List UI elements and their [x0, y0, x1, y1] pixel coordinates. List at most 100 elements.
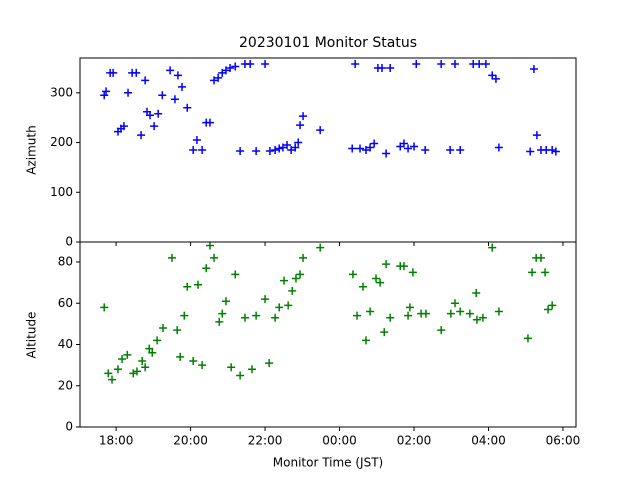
- marker: [291, 274, 300, 283]
- marker: [529, 64, 538, 73]
- marker: [265, 146, 274, 155]
- marker: [275, 144, 284, 153]
- marker: [366, 307, 375, 316]
- marker: [296, 270, 305, 279]
- marker: [210, 253, 219, 262]
- marker: [475, 59, 484, 68]
- marker: [294, 138, 303, 147]
- marker: [446, 146, 455, 154]
- x-tick-label: 18:00: [99, 434, 134, 448]
- marker: [176, 352, 185, 361]
- marker: [132, 68, 141, 77]
- marker: [380, 328, 389, 337]
- marker: [377, 63, 386, 72]
- x-tick-label: 04:00: [471, 434, 506, 448]
- marker: [408, 268, 417, 277]
- marker: [526, 147, 535, 156]
- marker: [494, 143, 503, 152]
- marker: [109, 68, 118, 77]
- marker: [252, 146, 261, 155]
- marker: [141, 76, 150, 85]
- marker: [246, 59, 255, 68]
- marker: [138, 357, 147, 366]
- y-tick-label: 100: [50, 185, 73, 199]
- chart-title: 20230101 Monitor Status: [239, 35, 417, 51]
- marker: [472, 315, 481, 324]
- marker: [528, 268, 537, 277]
- marker: [119, 122, 128, 131]
- marker: [198, 361, 207, 370]
- marker: [218, 309, 227, 318]
- marker: [231, 270, 240, 279]
- marker: [180, 311, 189, 320]
- marker: [275, 303, 284, 312]
- marker: [541, 268, 550, 277]
- x-tick-label: 02:00: [397, 434, 432, 448]
- marker: [523, 334, 532, 343]
- marker: [316, 126, 325, 135]
- marker: [210, 76, 219, 85]
- marker: [299, 253, 308, 262]
- marker: [288, 286, 297, 295]
- marker: [536, 253, 545, 262]
- marker: [252, 311, 261, 320]
- marker: [189, 146, 198, 154]
- marker: [231, 62, 240, 71]
- marker: [361, 146, 370, 154]
- marker: [399, 262, 408, 271]
- y-tick-label: 0: [65, 420, 73, 434]
- marker: [551, 147, 560, 156]
- marker: [132, 367, 141, 376]
- marker: [153, 336, 162, 345]
- marker: [271, 313, 280, 322]
- marker: [173, 71, 182, 80]
- marker: [491, 74, 500, 83]
- marker: [421, 309, 430, 318]
- marker: [437, 326, 446, 335]
- x-axis-label: Monitor Time (JST): [273, 456, 383, 470]
- marker: [287, 146, 296, 154]
- marker: [450, 299, 459, 308]
- marker: [183, 103, 192, 112]
- marker: [173, 326, 182, 335]
- marker: [386, 63, 395, 72]
- marker: [166, 66, 175, 75]
- marker: [421, 146, 430, 154]
- marker: [478, 313, 487, 322]
- x-tick-label: 20:00: [173, 434, 208, 448]
- marker: [265, 359, 274, 368]
- marker: [194, 280, 203, 289]
- marker: [104, 369, 113, 378]
- marker: [404, 144, 413, 153]
- marker: [167, 253, 176, 262]
- marker: [240, 313, 249, 322]
- marker: [412, 59, 421, 68]
- marker: [488, 243, 497, 252]
- marker: [450, 59, 459, 68]
- marker: [291, 143, 300, 152]
- marker: [456, 146, 465, 154]
- marker: [353, 311, 362, 320]
- marker: [494, 307, 503, 316]
- marker: [404, 311, 413, 320]
- y-tick-label: 60: [58, 296, 73, 310]
- marker: [382, 260, 391, 269]
- plot-frame: [79, 241, 577, 428]
- y-tick-label: 0: [65, 235, 73, 249]
- marker: [158, 91, 167, 100]
- marker: [205, 241, 214, 250]
- marker: [488, 71, 497, 80]
- marker: [351, 59, 360, 68]
- marker: [100, 91, 109, 100]
- y-tick-label: 80: [58, 255, 73, 269]
- plot-frame: [79, 57, 577, 243]
- y-tick-label: 300: [50, 85, 73, 99]
- marker: [248, 365, 257, 374]
- marker: [123, 350, 132, 359]
- marker: [124, 88, 133, 97]
- marker: [278, 143, 287, 152]
- marker: [118, 354, 127, 363]
- marker: [456, 307, 465, 316]
- marker: [146, 111, 155, 120]
- x-tick-label: 00:00: [322, 434, 357, 448]
